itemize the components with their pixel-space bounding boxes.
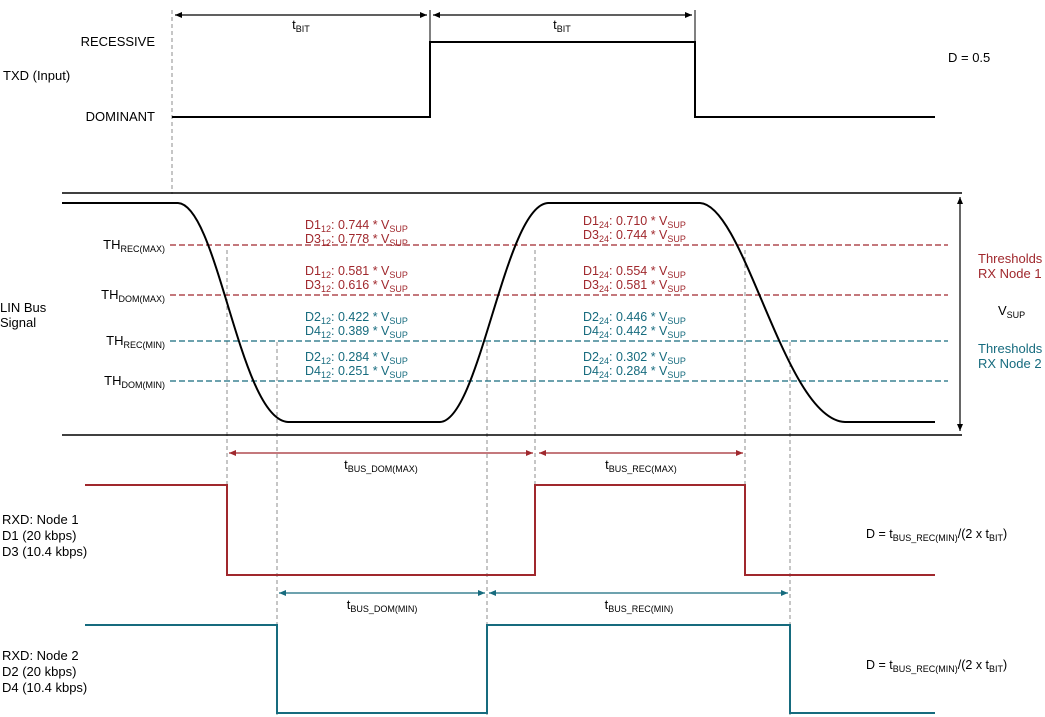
annotation-line: D112: 0.581 * VSUP bbox=[305, 264, 408, 280]
txd-recessive-label: RECESSIVE bbox=[80, 34, 155, 49]
th-rec-min-label: THREC(MIN) bbox=[106, 333, 165, 350]
th-dom-max-label: THDOM(MAX) bbox=[101, 287, 165, 304]
annotation-line: D212: 0.422 * VSUP bbox=[305, 310, 408, 326]
lin-threshold-annotation: D212: 0.284 * VSUP D412: 0.251 * VSUP bbox=[305, 350, 408, 380]
txd-duty-label: D = 0.5 bbox=[948, 50, 991, 65]
annotation-line: D424: 0.442 * VSUP bbox=[583, 324, 686, 340]
lin-threshold-annotation: D224: 0.302 * VSUP D424: 0.284 * VSUP bbox=[583, 350, 686, 380]
tbus-rec-max-label: tBUS_REC(MAX) bbox=[605, 457, 677, 474]
vsup-label: VSUP bbox=[998, 303, 1026, 320]
rxd2-duty-equation: D = tBUS_REC(MIN)/(2 x tBIT) bbox=[866, 658, 1008, 674]
annotation-line: D324: 0.581 * VSUP bbox=[583, 278, 686, 294]
tbus-dom-min-label: tBUS_DOM(MIN) bbox=[346, 597, 418, 614]
tbus-dom-max-label: tBUS_DOM(MAX) bbox=[344, 457, 418, 474]
tbus-rec-min-label: tBUS_REC(MIN) bbox=[604, 597, 674, 614]
lin-threshold-annotation: D212: 0.422 * VSUP D412: 0.389 * VSUP bbox=[305, 310, 408, 340]
th-dom-min-label: THDOM(MIN) bbox=[104, 373, 165, 390]
lin-threshold-annotation: D124: 0.554 * VSUP D324: 0.581 * VSUP bbox=[583, 264, 686, 294]
annotation-line: D124: 0.710 * VSUP bbox=[583, 214, 686, 230]
txd-label: TXD (Input) bbox=[3, 68, 71, 83]
lin-label-line2: Signal bbox=[0, 315, 37, 330]
thresholds-rx-node1-label: Thresholds RX Node 1 bbox=[978, 251, 1043, 281]
txd-dominant-label: DOMINANT bbox=[85, 109, 155, 124]
lin-threshold-annotation: D124: 0.710 * VSUP D324: 0.744 * VSUP bbox=[583, 214, 686, 244]
annotation-line: D124: 0.554 * VSUP bbox=[583, 264, 686, 280]
lin-label-line1: LIN Bus bbox=[0, 300, 47, 315]
annotation-line: D312: 0.778 * VSUP bbox=[305, 232, 408, 248]
annotation-line: D112: 0.744 * VSUP bbox=[305, 218, 408, 234]
annotation-line: D224: 0.302 * VSUP bbox=[583, 350, 686, 366]
rxd1-duty-equation: D = tBUS_REC(MIN)/(2 x tBIT) bbox=[866, 527, 1008, 543]
lin-threshold-annotation: D112: 0.581 * VSUP D312: 0.616 * VSUP bbox=[305, 264, 408, 294]
annotation-line: D312: 0.616 * VSUP bbox=[305, 278, 408, 294]
tbit-label-2: tBIT bbox=[553, 17, 571, 34]
annotation-line: D224: 0.446 * VSUP bbox=[583, 310, 686, 326]
annotation-line: D424: 0.284 * VSUP bbox=[583, 364, 686, 380]
annotation-line: D412: 0.251 * VSUP bbox=[305, 364, 408, 380]
rxd1-label: RXD: Node 1 D1 (20 kbps) D3 (10.4 kbps) bbox=[2, 512, 88, 559]
rxd2-waveform bbox=[85, 624, 935, 714]
rxd1-waveform bbox=[85, 484, 935, 576]
th-rec-max-label: THREC(MAX) bbox=[103, 237, 165, 254]
rxd2-label: RXD: Node 2 D2 (20 kbps) D4 (10.4 kbps) bbox=[2, 648, 88, 695]
annotation-line: D212: 0.284 * VSUP bbox=[305, 350, 408, 366]
annotation-line: D324: 0.744 * VSUP bbox=[583, 228, 686, 244]
lin-threshold-annotation: D112: 0.744 * VSUP D312: 0.778 * VSUP bbox=[305, 218, 408, 248]
lin-bus-waveform bbox=[62, 202, 935, 423]
lin-threshold-annotation: D224: 0.446 * VSUP D424: 0.442 * VSUP bbox=[583, 310, 686, 340]
thresholds-rx-node2-label: Thresholds RX Node 2 bbox=[978, 341, 1043, 371]
txd-waveform bbox=[172, 41, 935, 118]
lin-bus-signal-label: LIN Bus Signal bbox=[0, 300, 46, 330]
tbit-label-1: tBIT bbox=[292, 17, 310, 34]
annotation-line: D412: 0.389 * VSUP bbox=[305, 324, 408, 340]
